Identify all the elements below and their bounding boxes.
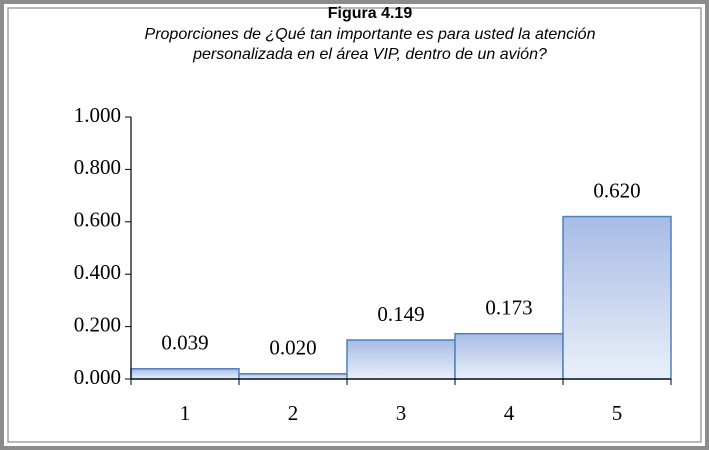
chart-subtitle: personalizada en el área VIP, dentro de … <box>192 46 547 63</box>
y-tick-label: 0.000 <box>74 365 121 389</box>
y-tick-label: 0.600 <box>74 208 121 232</box>
bar <box>238 373 348 380</box>
y-tick-label: 0.800 <box>74 155 121 179</box>
y-tick-label: 0.400 <box>74 260 121 284</box>
chart-title: Figura 4.19 <box>328 5 413 22</box>
data-label: 0.620 <box>593 178 640 202</box>
inner-frame <box>7 7 702 443</box>
data-label: 0.039 <box>161 331 208 355</box>
y-tick-label: 0.200 <box>74 312 121 336</box>
bar <box>130 368 240 380</box>
x-tick-label: 3 <box>396 401 407 425</box>
data-label: 0.149 <box>377 302 424 326</box>
chart-subtitle: Proporciones de ¿Qué tan importante es p… <box>145 26 596 43</box>
x-tick-label: 1 <box>180 401 191 425</box>
bar <box>562 215 672 380</box>
data-label: 0.020 <box>269 336 316 360</box>
bar <box>454 332 564 380</box>
x-tick-label: 2 <box>288 401 299 425</box>
data-label: 0.173 <box>485 295 532 319</box>
x-tick-label: 5 <box>612 401 623 425</box>
bar <box>346 339 456 380</box>
y-tick-label: 1.000 <box>74 103 121 127</box>
x-tick-label: 4 <box>504 401 515 425</box>
